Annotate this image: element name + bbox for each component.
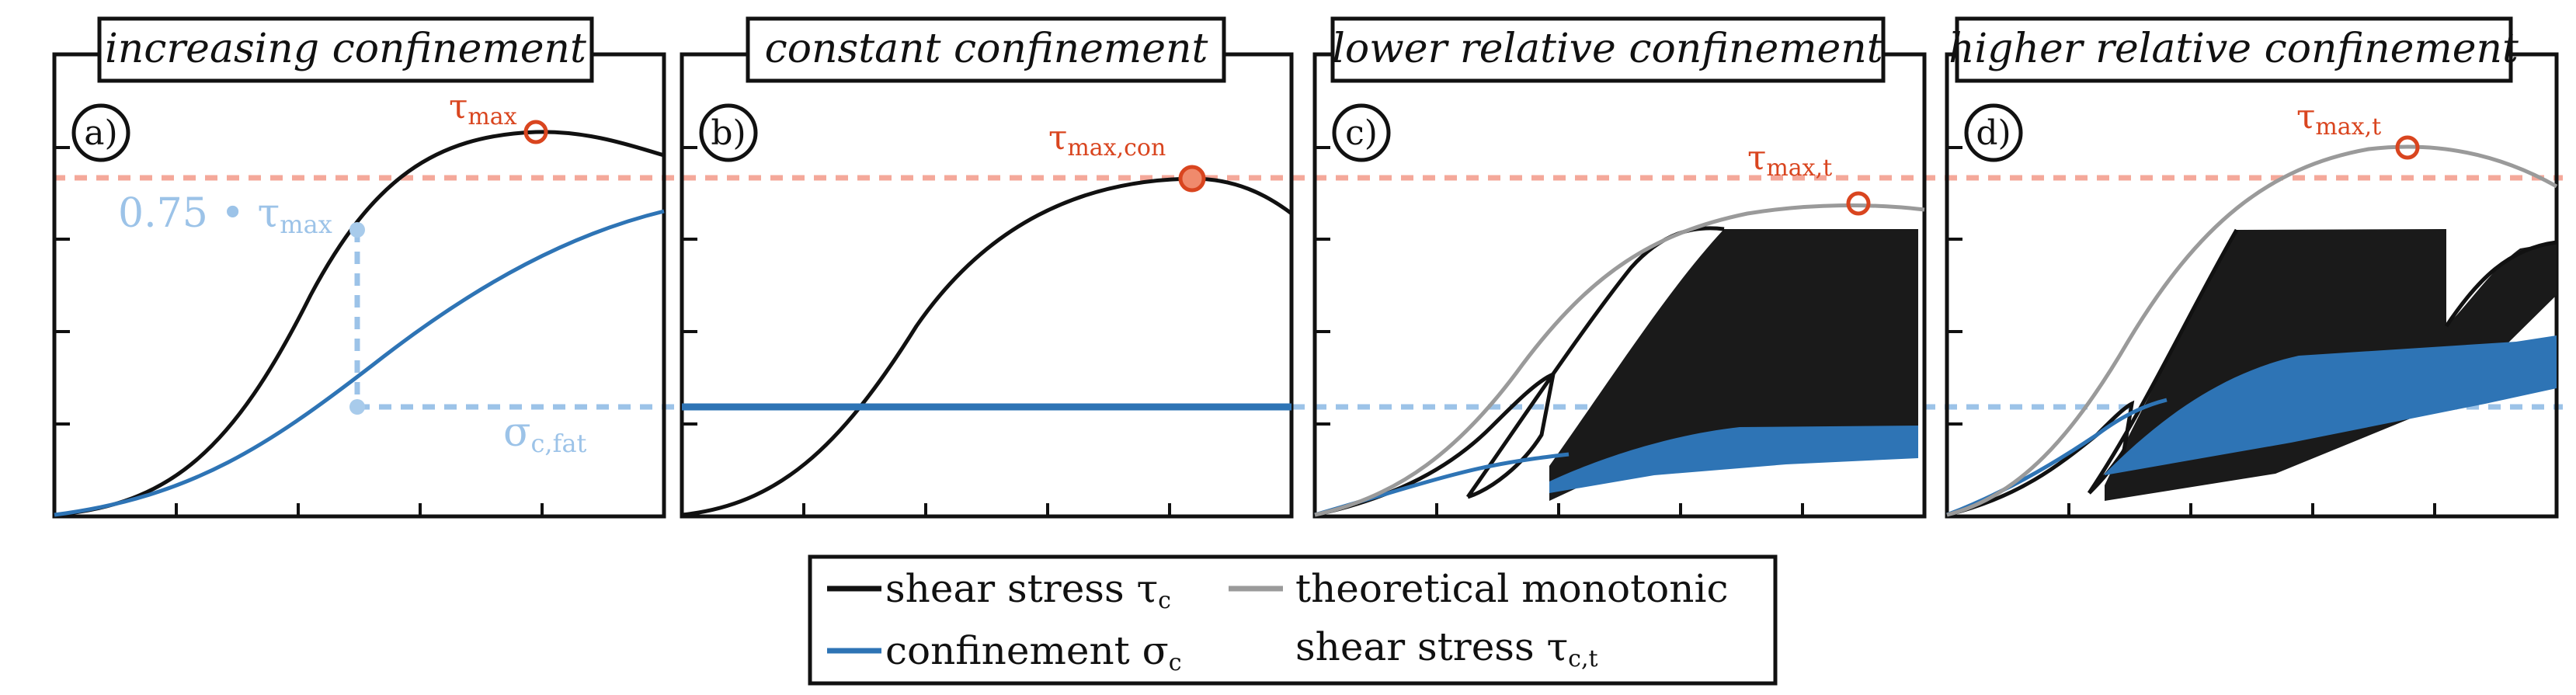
panel-b: constant confinement b) τmax,con: [680, 16, 1294, 519]
panel-c-theoretical-curve: [1314, 203, 1925, 517]
panel-b-frame: [680, 52, 1294, 519]
legend-theoretical-label-line2: shear stress τc,t: [1295, 624, 1598, 672]
panel-b-label-circle: [699, 103, 758, 162]
panel-c-label: c): [1345, 113, 1378, 153]
panel-a-shear-curve: [54, 130, 665, 517]
panel-a-tau-max-marker: [523, 120, 548, 144]
panel-b-x-ticks: [802, 503, 1171, 516]
panel-a-title: increasing confinement: [105, 26, 586, 72]
panel-a: increasing confinement a) τmax 0.75 • τm…: [52, 16, 666, 519]
panel-b-title-box: [746, 16, 1226, 83]
panel-d: higher relative confinement d) τmax,t: [1945, 16, 2559, 519]
panel-a-x-ticks: [175, 503, 544, 516]
panel-c: lower relative confinement c) τmax,t: [1312, 16, 1927, 519]
panel-b-tau-max-label: τmax,con: [1048, 118, 1166, 162]
panel-b-shear-curve: [681, 176, 1293, 517]
panel-d-label: d): [1976, 113, 2011, 153]
panel-d-tau-max-marker: [2395, 135, 2420, 160]
panel-a-title-box: [97, 16, 594, 83]
panel-a-tau-max-label: τmax: [449, 87, 517, 130]
panel-a-label-circle: [71, 103, 130, 162]
panel-c-confinement-cyclic-band: [1549, 426, 1918, 493]
panel-d-theoretical-curve: [1946, 144, 2558, 517]
panel-c-label-circle: [1332, 103, 1391, 162]
panel-a-sigma-fat-label: σc,fat: [503, 409, 587, 458]
panel-b-tau-max-marker: [1178, 165, 1206, 193]
panel-a-confinement-curve: [54, 209, 665, 517]
panel-c-x-ticks: [1435, 503, 1804, 516]
panel-d-label-circle: [1964, 103, 2023, 162]
panel-d-tau-max-label: τmax,t: [2296, 97, 2381, 141]
panel-d-title-box: [1955, 16, 2513, 83]
panel-a-factor-marker: [349, 222, 365, 238]
panel-c-title: lower relative confinement: [1332, 26, 1883, 72]
panel-a-sigma-marker: [349, 399, 365, 415]
legend-box: [808, 554, 1778, 686]
legend: shear stress τc confinement σc theoretic…: [808, 554, 1778, 686]
panel-c-tau-max-label: τmax,t: [1747, 138, 1832, 182]
panel-d-title: higher relative confinement: [1949, 26, 2519, 72]
panel-c-title-box: [1330, 16, 1886, 83]
panel-a-label: a): [84, 113, 117, 153]
panel-d-y-ticks: [1947, 146, 1962, 426]
legend-theoretical-label-line1: theoretical monotonic: [1295, 566, 1728, 611]
panel-a-y-ticks: [54, 146, 70, 426]
panel-a-factor-label: 0.75 • τmax: [118, 190, 332, 239]
panel-d-x-ticks: [2067, 503, 2436, 516]
panel-c-tau-max-marker: [1846, 191, 1871, 216]
panel-d-confinement-cyclic-band: [2105, 335, 2557, 475]
panel-c-y-ticks: [1315, 146, 1330, 426]
panel-b-title: constant confinement: [765, 26, 1208, 72]
legend-confinement-label: confinement σc: [885, 628, 1182, 676]
legend-shear-label: shear stress τc: [885, 566, 1171, 614]
panel-b-y-ticks: [682, 146, 697, 426]
panel-b-label: b): [711, 113, 746, 153]
